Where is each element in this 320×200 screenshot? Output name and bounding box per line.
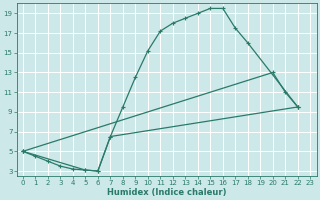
X-axis label: Humidex (Indice chaleur): Humidex (Indice chaleur) bbox=[107, 188, 226, 197]
